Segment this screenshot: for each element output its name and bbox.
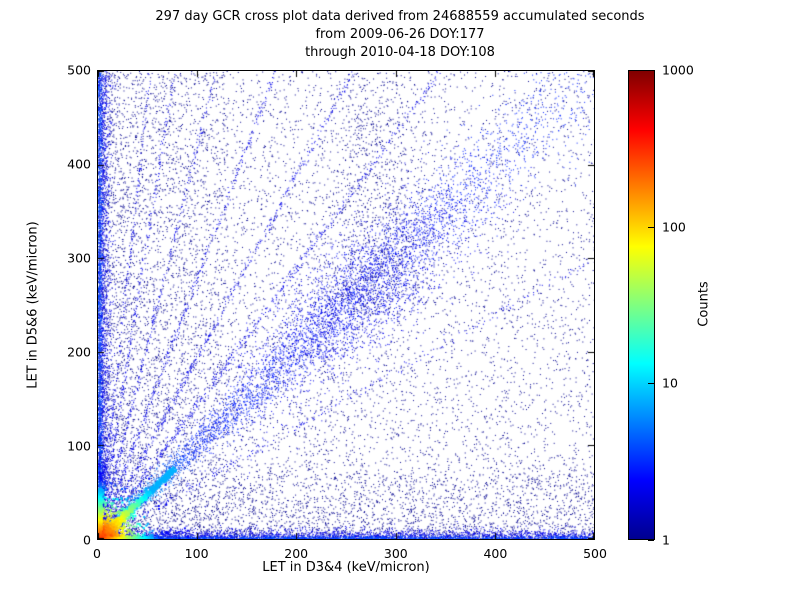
x-tick-label: 100 xyxy=(184,546,209,561)
y-tick-label: 100 xyxy=(67,438,91,454)
y-tick-label: 200 xyxy=(67,344,91,360)
colorbar-tick-label: 1 xyxy=(662,532,670,548)
x-axis-label: LET in D3&4 (keV/micron) xyxy=(262,560,430,575)
y-tick-label: 400 xyxy=(67,156,91,172)
colorbar-tick-mark xyxy=(648,226,654,228)
y-tick-label: 0 xyxy=(83,532,91,548)
x-tick-label: 400 xyxy=(483,546,508,561)
x-tick-label: 300 xyxy=(383,546,408,561)
y-tick-label: 300 xyxy=(67,250,91,266)
plot-area xyxy=(97,70,595,540)
y-tick-label: 500 xyxy=(67,62,91,78)
chart-title-line-1: 297 day GCR cross plot data derived from… xyxy=(155,9,645,24)
chart-title: 297 day GCR cross plot data derived from… xyxy=(0,8,800,63)
colorbar-label: Counts xyxy=(696,281,712,327)
x-tick-label: 500 xyxy=(583,546,607,561)
x-tick-label: 0 xyxy=(93,546,101,561)
chart-title-line-3: through 2010-04-18 DOY:108 xyxy=(305,45,495,61)
scatter-density-canvas xyxy=(98,71,594,539)
y-axis-label: LET in D5&6 (keV/micron) xyxy=(25,221,41,389)
colorbar xyxy=(628,70,655,540)
colorbar-tick-label: 1000 xyxy=(662,62,694,78)
chart-title-line-2: from 2009-06-26 DOY:177 xyxy=(315,27,485,43)
colorbar-tick-mark xyxy=(648,540,654,541)
colorbar-tick-mark xyxy=(648,383,654,385)
colorbar-tick-label: 100 xyxy=(662,219,686,235)
colorbar-tick-mark xyxy=(648,70,654,71)
x-tick-label: 200 xyxy=(284,546,309,561)
colorbar-tick-label: 10 xyxy=(662,375,678,391)
